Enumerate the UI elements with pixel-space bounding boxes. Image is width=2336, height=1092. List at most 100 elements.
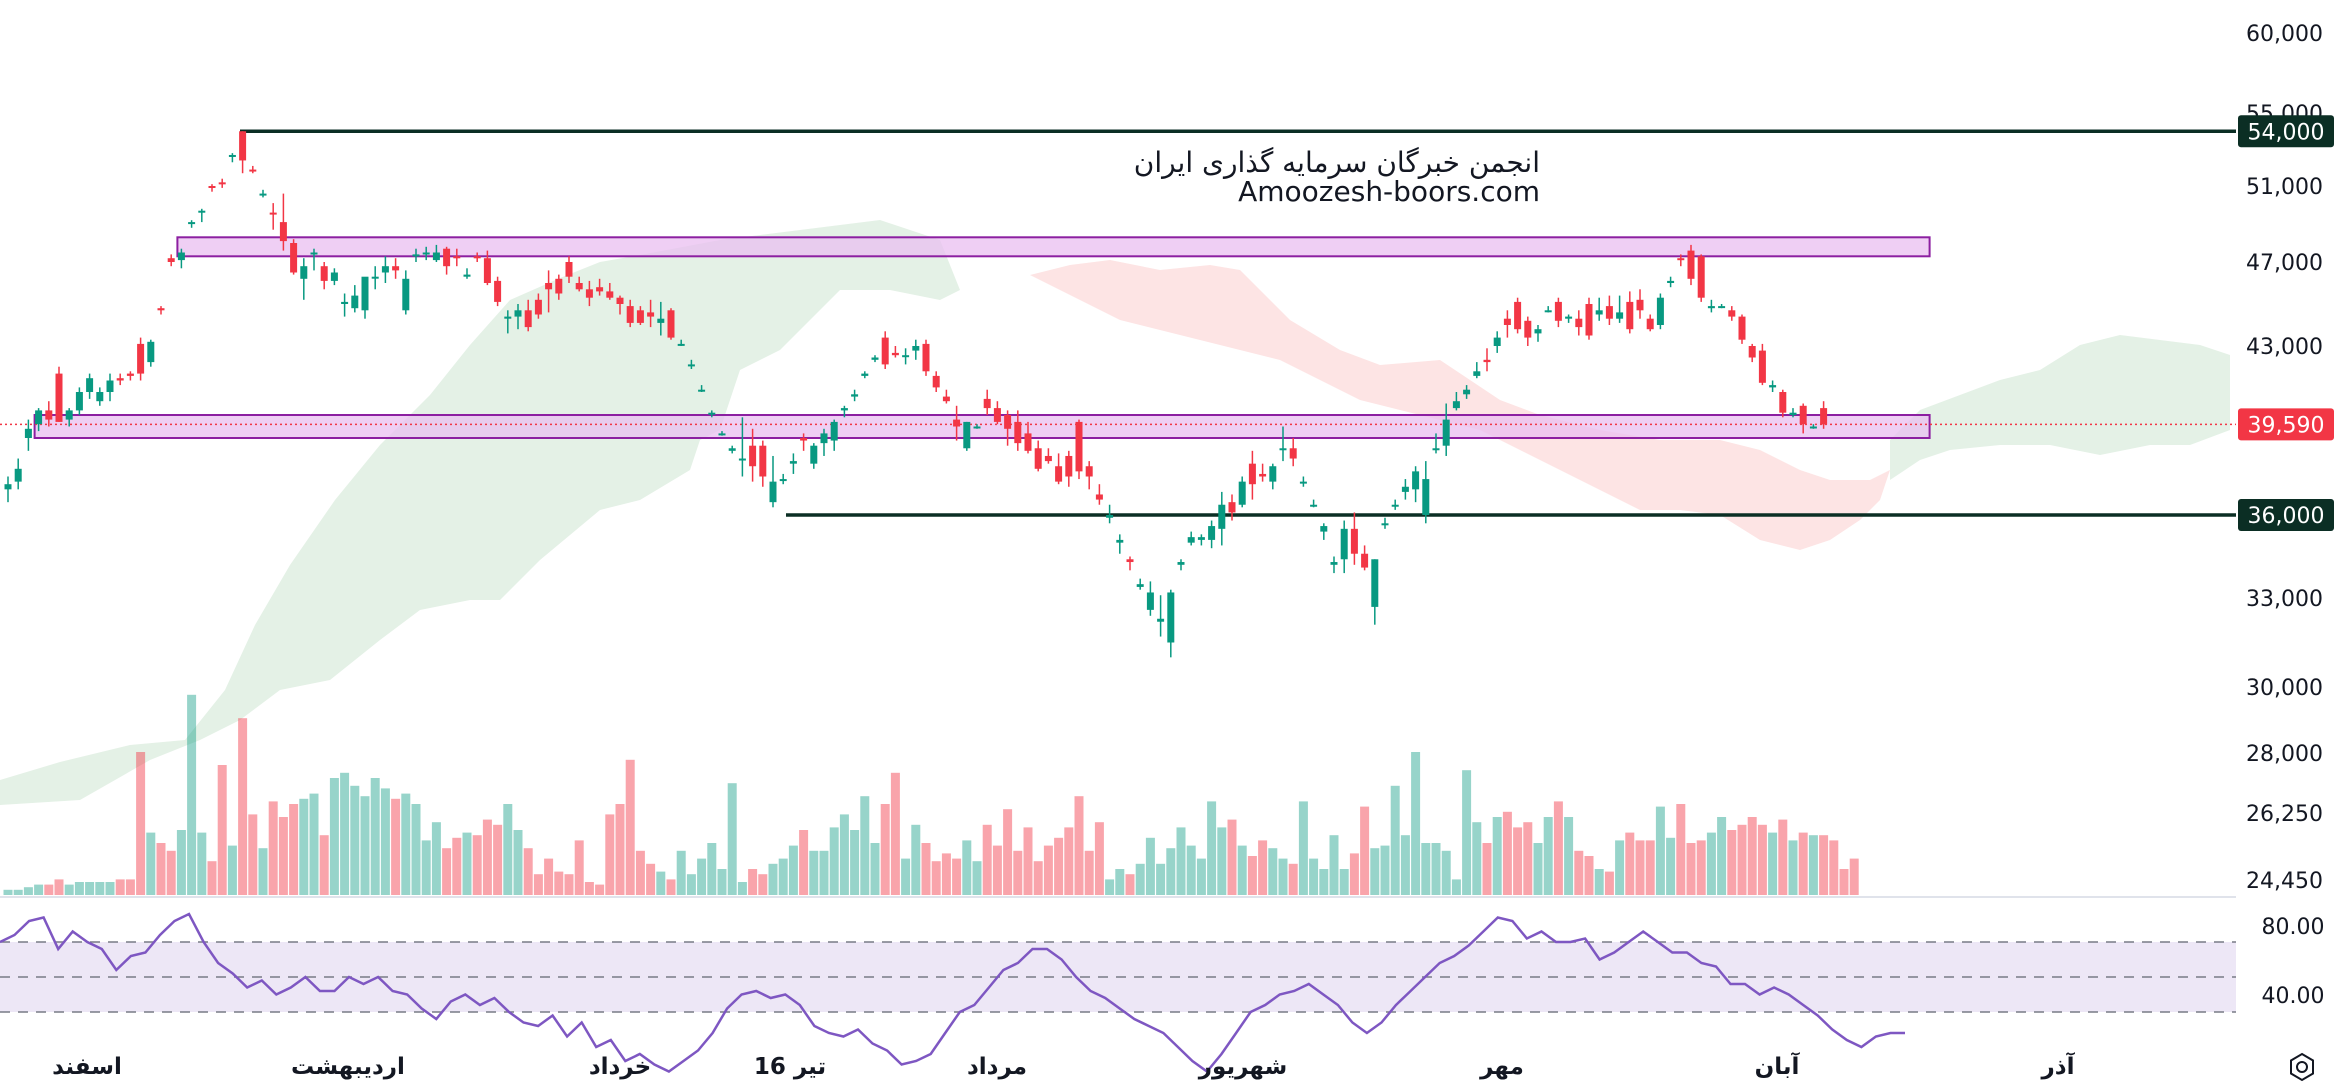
candle bbox=[616, 295, 624, 315]
candle bbox=[75, 387, 83, 415]
candle bbox=[96, 387, 104, 406]
volume-bar bbox=[1390, 785, 1400, 895]
candle bbox=[1269, 463, 1277, 490]
volume-bar bbox=[921, 843, 931, 895]
candle bbox=[545, 270, 553, 313]
volume-bar bbox=[1237, 845, 1247, 895]
volume-bar bbox=[646, 863, 656, 895]
volume-bar bbox=[1727, 830, 1737, 895]
volume-bar bbox=[115, 879, 125, 895]
candle bbox=[249, 165, 257, 174]
candle bbox=[1432, 433, 1440, 454]
volume-bar bbox=[656, 871, 666, 895]
volume-bar bbox=[95, 882, 105, 895]
candle bbox=[1310, 499, 1318, 508]
volume-bar bbox=[329, 778, 339, 895]
candle bbox=[1616, 295, 1624, 323]
volume-bar bbox=[1594, 869, 1604, 895]
volume-bar bbox=[136, 752, 146, 895]
price-tick-label: 43,000 bbox=[2246, 335, 2323, 360]
volume-bar bbox=[1798, 832, 1808, 895]
candle bbox=[1197, 534, 1205, 546]
price-axis[interactable]: 60,00055,00051,00047,00043,00033,00030,0… bbox=[2246, 22, 2323, 894]
volume-bar bbox=[574, 840, 584, 895]
candle bbox=[1095, 484, 1103, 505]
volume-bar bbox=[442, 848, 452, 895]
candle bbox=[728, 445, 736, 454]
candle bbox=[1820, 401, 1828, 429]
candle bbox=[1279, 426, 1287, 462]
volume-bar bbox=[1421, 843, 1431, 895]
candle bbox=[871, 355, 879, 363]
candle bbox=[647, 299, 655, 328]
candle bbox=[983, 389, 991, 415]
volume-bar bbox=[819, 850, 829, 895]
volume-bar bbox=[860, 796, 870, 895]
volume-bar bbox=[1788, 840, 1798, 895]
candle bbox=[402, 270, 410, 315]
candle bbox=[1320, 523, 1328, 540]
rsi-tick-40: 40.00 bbox=[2262, 984, 2325, 1009]
time-label: شهریور bbox=[1198, 1054, 1287, 1080]
candle bbox=[1422, 461, 1430, 524]
settings-gear-icon[interactable] bbox=[2290, 1052, 2314, 1082]
volume-bar bbox=[778, 858, 788, 895]
candle bbox=[1646, 314, 1654, 332]
volume-bar bbox=[1635, 840, 1645, 895]
volume-bar bbox=[1737, 824, 1747, 895]
rsi-tick-80: 80.00 bbox=[2262, 915, 2325, 940]
candle bbox=[1514, 297, 1522, 334]
volume-bar bbox=[1115, 869, 1125, 895]
candle bbox=[218, 178, 226, 188]
volume-bar bbox=[1676, 804, 1686, 895]
time-axis[interactable]: اسفند اردیبهشت خرداد 16 تیر مرداد شهریور مهر آب… bbox=[52, 1051, 2075, 1080]
candle bbox=[259, 189, 267, 198]
candle bbox=[137, 337, 145, 381]
volume-bar bbox=[1227, 819, 1237, 895]
candle bbox=[1758, 343, 1766, 386]
volume-bar bbox=[1431, 843, 1441, 895]
volume-bar bbox=[146, 832, 156, 895]
candle bbox=[534, 293, 542, 319]
candle bbox=[1340, 520, 1348, 574]
candle bbox=[188, 220, 196, 228]
volume-bar bbox=[1492, 817, 1502, 895]
volume-bar bbox=[1360, 806, 1370, 895]
volume-bar bbox=[1186, 845, 1196, 895]
volume-bar bbox=[809, 850, 819, 895]
candle bbox=[1779, 389, 1787, 418]
candle bbox=[1463, 385, 1471, 399]
candle bbox=[65, 408, 73, 427]
volume-bar bbox=[1176, 827, 1186, 895]
candle bbox=[239, 131, 247, 174]
volume-bar bbox=[452, 837, 462, 895]
volume-bar bbox=[1655, 806, 1665, 895]
volume-bar bbox=[901, 858, 911, 895]
volume-bar bbox=[268, 801, 278, 895]
volume-bar bbox=[156, 843, 166, 895]
candle bbox=[1065, 450, 1073, 487]
candle bbox=[840, 405, 848, 418]
volume-bar bbox=[697, 858, 707, 895]
candle bbox=[738, 417, 746, 477]
candle bbox=[749, 428, 757, 482]
rsi-line bbox=[0, 912, 1905, 1074]
candle bbox=[1004, 410, 1012, 446]
volume-bar bbox=[105, 882, 115, 895]
volume-bar bbox=[166, 850, 176, 895]
candle bbox=[351, 285, 359, 313]
volume-bar bbox=[1462, 770, 1472, 895]
volume-bar bbox=[54, 879, 64, 895]
candle bbox=[147, 339, 155, 367]
volume-bar bbox=[554, 871, 564, 895]
candle bbox=[626, 299, 634, 328]
candle bbox=[1554, 297, 1562, 328]
volume-bar bbox=[717, 869, 727, 895]
volume-bar bbox=[1553, 801, 1563, 895]
volume-bar bbox=[248, 814, 258, 895]
volume-bar bbox=[380, 788, 390, 895]
volume-bar bbox=[64, 884, 74, 895]
candle bbox=[1259, 463, 1267, 482]
volume-bar bbox=[187, 694, 197, 895]
